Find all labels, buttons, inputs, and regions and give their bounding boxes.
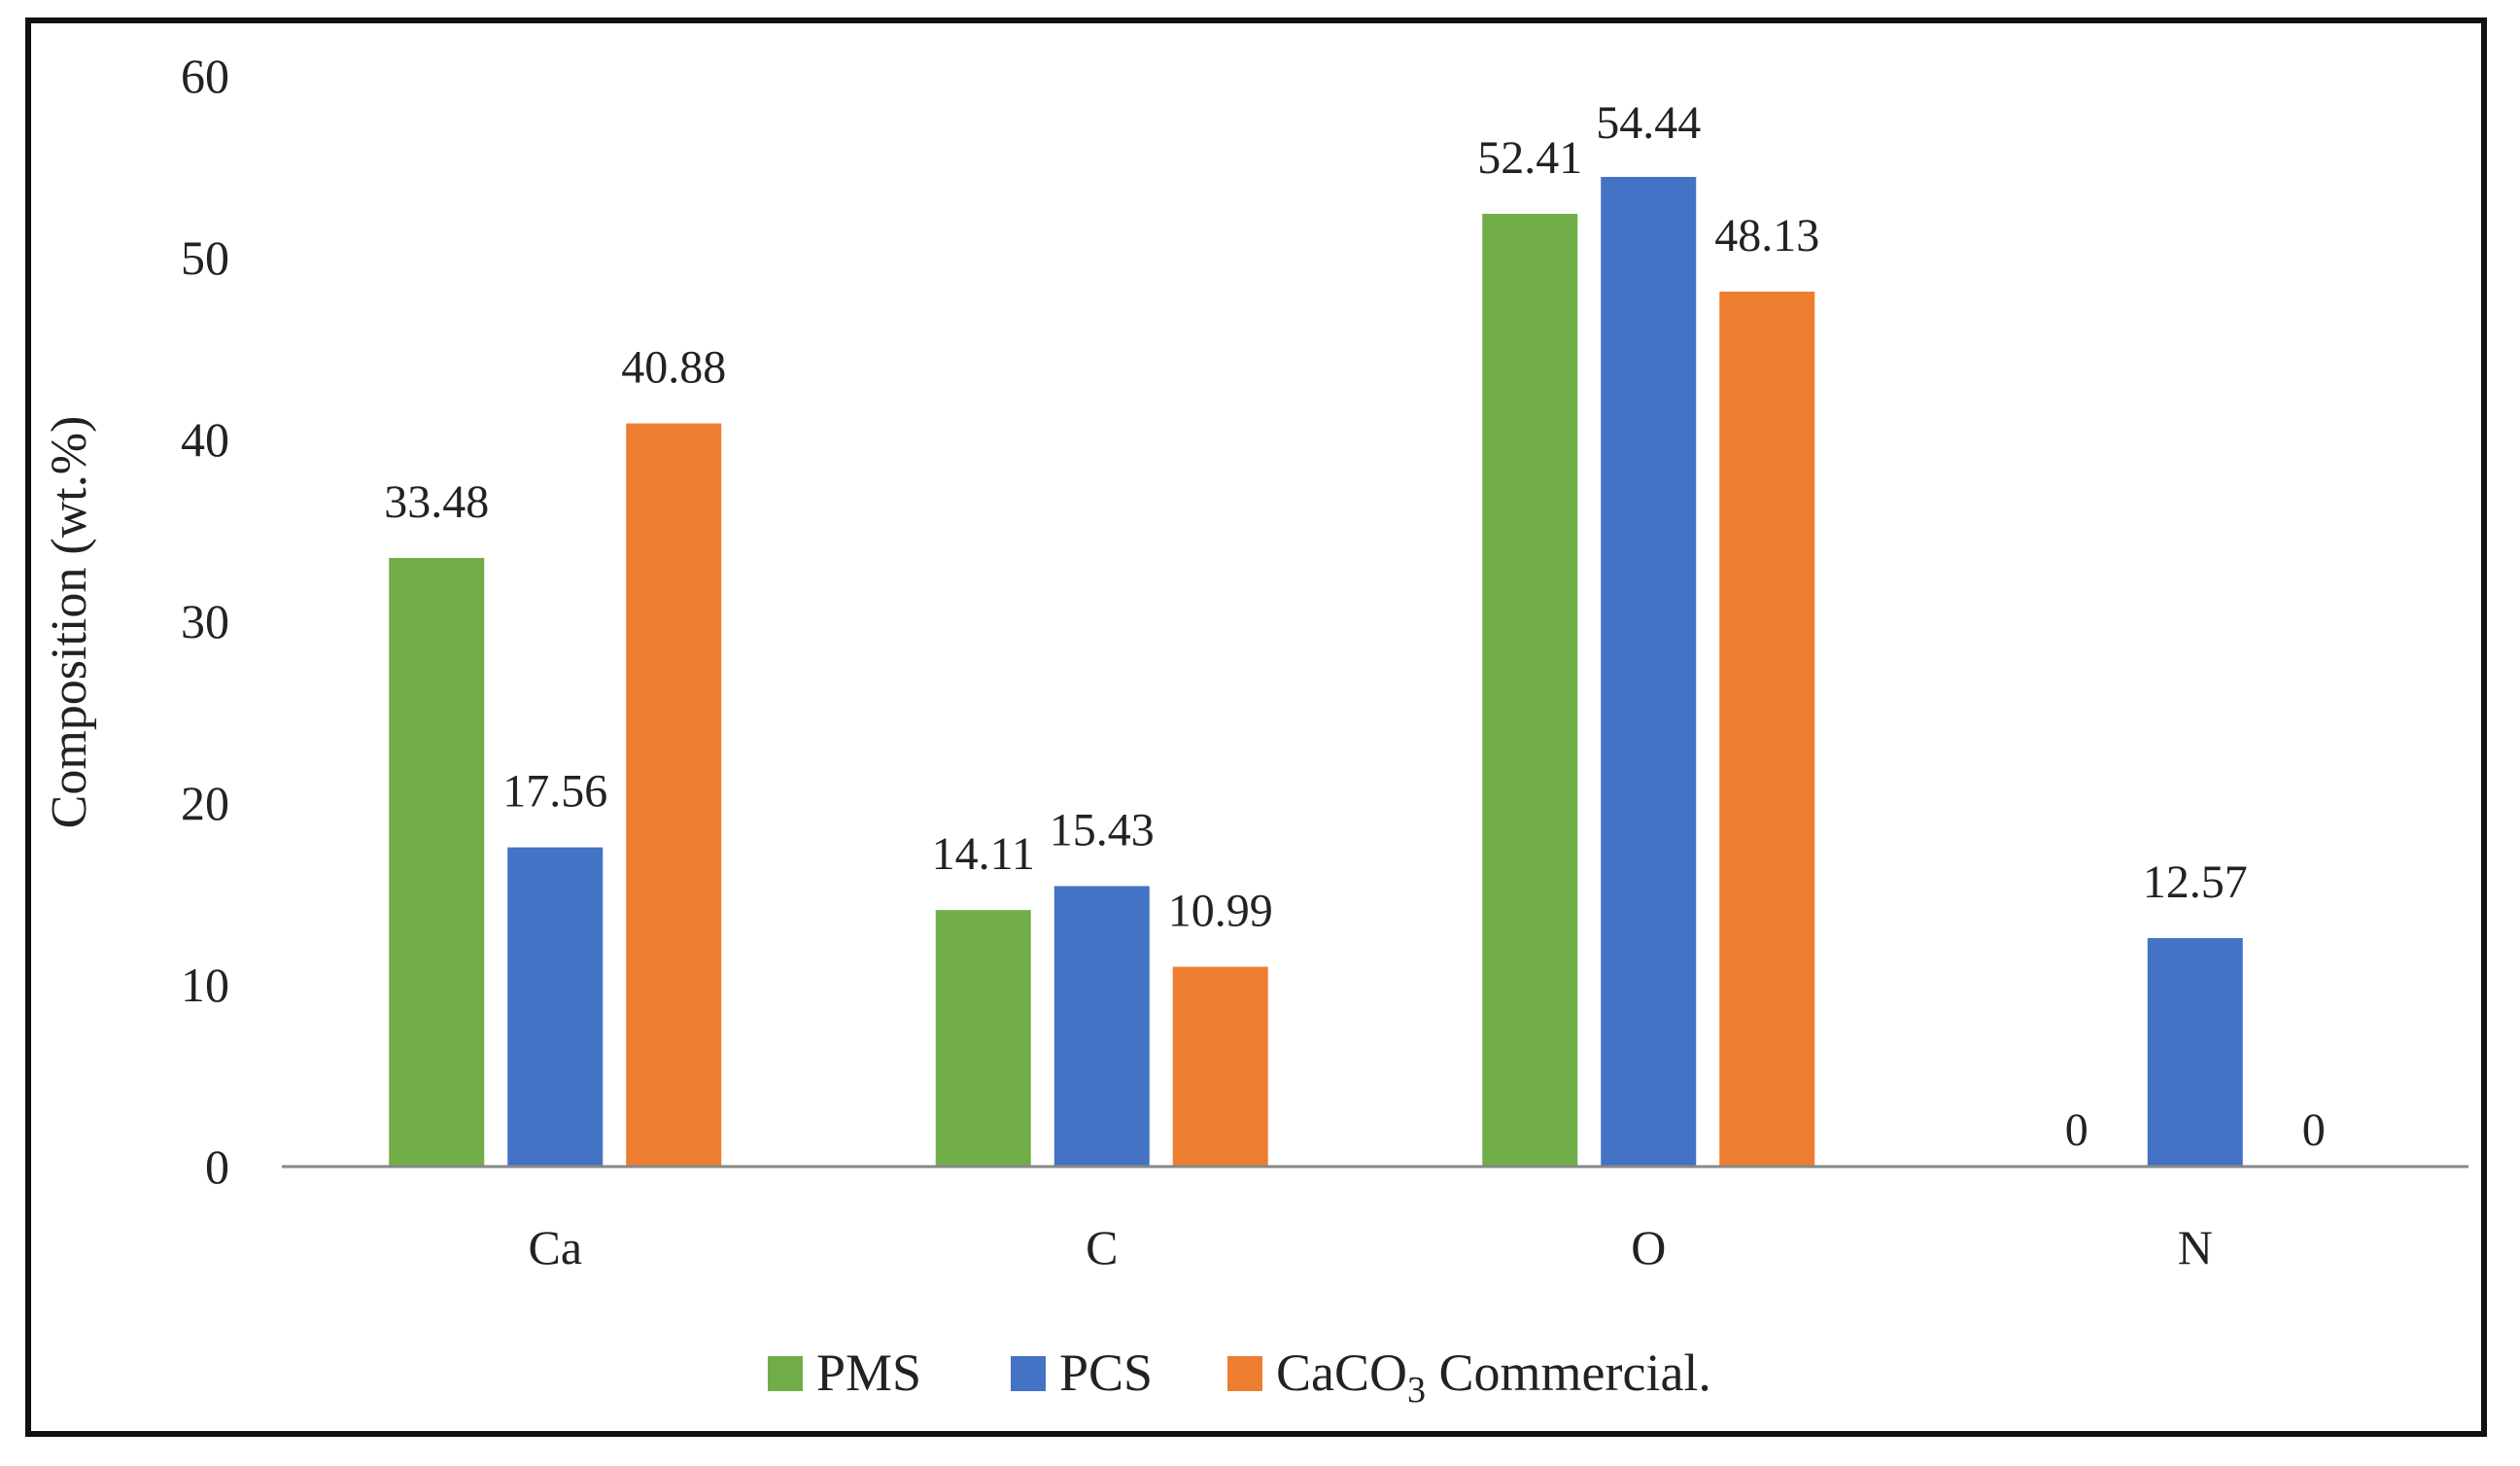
legend-swatch-pms (768, 1356, 803, 1391)
bars (389, 176, 2243, 1168)
legend-label-caco3-base: CaCO (1276, 1344, 1407, 1402)
y-tick-label-30: 30 (181, 594, 229, 648)
bar-pms-c (935, 910, 1031, 1167)
legend-label-pms: PMS (816, 1344, 921, 1402)
data-label-pms-n: 0 (2065, 1104, 2088, 1156)
data-label-pcs-c: 15.43 (1050, 804, 1155, 855)
data-label-pms-o: 52.41 (1477, 132, 1582, 184)
bar-caco3-commercial-ca (626, 423, 722, 1167)
data-label-pcs-n: 12.57 (2143, 856, 2248, 908)
data-label-pms-c: 14.11 (932, 828, 1035, 880)
bar-pcs-n (2147, 937, 2243, 1167)
y-axis-title: Composition (wt.%) (42, 416, 97, 829)
data-label-pcs-ca: 17.56 (502, 766, 607, 818)
bar-pms-ca (389, 557, 485, 1167)
bar-pms-o (1482, 213, 1578, 1168)
x-category-label-n: N (2178, 1220, 2213, 1274)
legend-swatch-caco3 (1227, 1356, 1262, 1391)
x-category-label-ca: Ca (528, 1220, 582, 1274)
data-label-pcs-o: 54.44 (1596, 97, 1701, 149)
x-category-label-o: O (1631, 1220, 1666, 1274)
legend-label-caco3-subscript: 3 (1407, 1370, 1426, 1411)
data-label-caco3-commercial-n: 0 (2302, 1104, 2326, 1156)
legend-label-caco3-suffix: Commercial. (1426, 1344, 1711, 1402)
legend-label-pcs: PCS (1059, 1344, 1153, 1402)
legend-swatch-pcs (1011, 1356, 1046, 1391)
data-label-pms-ca: 33.48 (384, 476, 489, 528)
data-labels: 33.48 17.56 40.88 14.11 15.43 10.99 52.41 54.44… (384, 97, 2326, 1156)
data-label-caco3-commercial-o: 48.13 (1714, 210, 1819, 262)
bar-pcs-ca (507, 847, 604, 1167)
x-axis-category-labels: Ca C O N (528, 1220, 2212, 1274)
x-category-label-c: C (1086, 1220, 1118, 1274)
y-tick-label-40: 40 (181, 412, 229, 467)
bar-caco3-commercial-o (1719, 291, 1815, 1167)
legend-label-caco3: CaCO3 Commercial. (1276, 1344, 1711, 1411)
y-tick-label-10: 10 (181, 958, 229, 1012)
data-label-caco3-commercial-c: 10.99 (1168, 885, 1273, 936)
y-tick-label-60: 60 (181, 49, 229, 103)
legend: PMS PCS CaCO3 Commercial. (768, 1344, 1711, 1411)
bar-pcs-o (1601, 176, 1697, 1168)
bar-pcs-c (1053, 886, 1150, 1167)
y-tick-label-20: 20 (181, 776, 229, 830)
y-axis-ticks: 0 10 20 30 40 50 60 (181, 49, 229, 1194)
y-tick-label-50: 50 (181, 230, 229, 285)
data-label-caco3-commercial-ca: 40.88 (621, 342, 726, 394)
bar-caco3-commercial-c (1172, 966, 1268, 1167)
y-axis-title-group: Composition (wt.%) (42, 416, 97, 829)
y-tick-label-0: 0 (205, 1139, 229, 1194)
